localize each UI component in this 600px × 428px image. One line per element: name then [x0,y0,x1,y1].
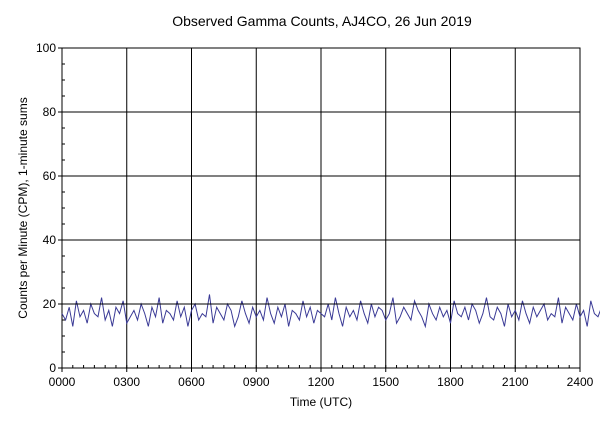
x-tick-label: 0000 [49,375,76,389]
y-tick-label: 60 [43,169,57,183]
chart-title: Observed Gamma Counts, AJ4CO, 26 Jun 201… [172,13,472,29]
y-tick-label: 20 [43,297,57,311]
x-tick-labels: 0000 0300 0600 0900 1200 1500 1800 2100 2400 [49,375,594,389]
x-tick-label: 1500 [372,375,399,389]
series-line [61,294,600,329]
y-tick-label: 80 [43,105,57,119]
x-tick-label: 2400 [567,375,594,389]
y-tick-label: 40 [43,233,57,247]
x-tick-label: 1800 [437,375,464,389]
x-tick-label: 0900 [243,375,270,389]
y-tick-labels: 0 20 40 60 80 100 [36,41,56,375]
series-group [61,294,600,329]
y-tick-label: 100 [36,41,56,55]
x-tick-label: 0600 [178,375,205,389]
y-tick-label: 0 [49,361,56,375]
x-axis-label: Time (UTC) [290,395,352,409]
x-tick-label: 1200 [308,375,335,389]
y-axis-label: Counts per Minute (CPM), 1-minute sums [16,97,30,318]
x-tick-label: 0300 [113,375,140,389]
x-tick-label: 2100 [502,375,529,389]
